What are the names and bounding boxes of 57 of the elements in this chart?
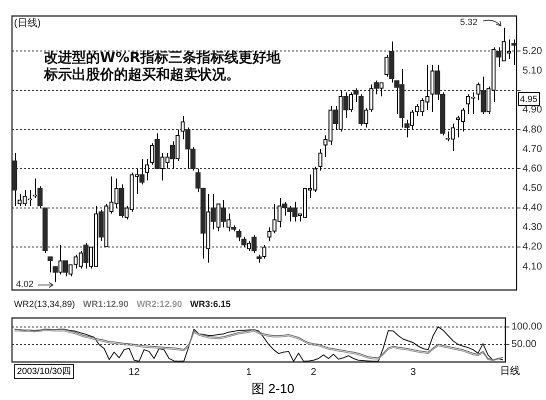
annotation: 改进型的W%R指标三条指标线更好地标示出股价的超买和超卖状况。 — [44, 50, 282, 84]
candlestick — [68, 264, 73, 277]
candlestick — [480, 76, 486, 114]
candlestick — [180, 115, 185, 140]
candlestick — [262, 244, 266, 260]
y-tick-label: 50.00 — [511, 339, 537, 350]
candlestick — [62, 260, 68, 277]
candlestick — [246, 240, 252, 252]
text: WR1:12.90 — [83, 299, 129, 309]
candlestick — [150, 142, 154, 166]
candlestick — [226, 213, 231, 232]
x-tick-label: 2 — [310, 366, 317, 378]
candlestick — [144, 158, 150, 181]
candlestick — [348, 92, 353, 112]
candlestick — [496, 46, 502, 68]
caption: 图 2-10 — [250, 380, 296, 398]
x-tick-label: 3 — [410, 366, 416, 378]
text: 2003/10/30四 — [14, 364, 74, 379]
candlestick — [170, 140, 176, 170]
candlestick — [333, 106, 338, 130]
chart-title: WR2(13,34,89) — [14, 299, 76, 309]
candlestick — [379, 82, 384, 97]
candlestick — [369, 84, 374, 112]
candlestick — [83, 242, 88, 269]
y-tick-label: 4.50 — [522, 182, 542, 194]
y-tick-label: 4.70 — [522, 144, 542, 155]
candlestick — [384, 54, 389, 78]
candlestick — [374, 80, 379, 95]
y-tick-label: 4.80 — [522, 124, 542, 136]
candlestick — [476, 82, 480, 101]
candlestick — [251, 234, 257, 254]
x-tick-label: 1 — [246, 366, 252, 378]
y-tick-label: 4.30 — [522, 222, 542, 234]
y-tick-label: 100.00 — [511, 322, 542, 333]
y-tick-label: 4.20 — [522, 242, 542, 253]
candlestick — [318, 148, 322, 172]
annotation: 5.32 — [460, 17, 478, 27]
candlestick — [410, 109, 414, 130]
candlestick — [32, 178, 38, 199]
text: WR2:12.90 — [136, 299, 182, 309]
annotation: 4.02 — [16, 279, 34, 289]
candlestick — [216, 203, 220, 232]
candlestick — [430, 64, 435, 112]
text: WR3:6.15 — [190, 299, 231, 309]
candlestick — [343, 92, 348, 118]
y-tick-label: 4.60 — [522, 163, 542, 174]
chart-title: (日线) — [14, 16, 41, 29]
text: 日线 — [500, 364, 520, 378]
candlestick — [220, 199, 226, 228]
y-tick-label: 4.40 — [522, 202, 542, 214]
candlestick — [364, 107, 368, 128]
x-tick-label: 12 — [128, 366, 140, 378]
y-tick-label: 5.10 — [522, 66, 542, 77]
y-tick-label: 4.10 — [522, 261, 542, 272]
text: 4.95 — [518, 92, 540, 106]
y-tick-label: 5.20 — [522, 46, 542, 57]
y-tick-label: 4.90 — [522, 104, 542, 116]
